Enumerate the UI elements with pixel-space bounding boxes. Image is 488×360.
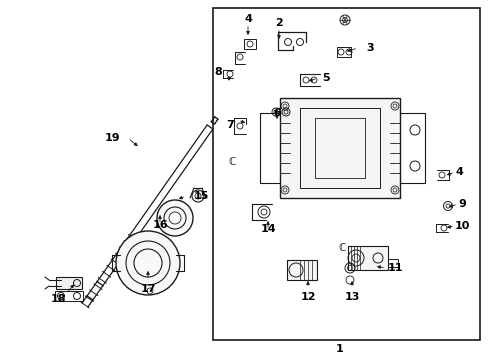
Text: 6: 6 — [272, 108, 281, 118]
Bar — [387, 259, 397, 267]
Circle shape — [157, 200, 193, 236]
Text: 16: 16 — [152, 220, 167, 230]
Text: 2: 2 — [275, 18, 282, 28]
Text: 7: 7 — [225, 120, 233, 130]
Bar — [280, 98, 399, 198]
Bar — [286, 260, 316, 280]
Text: 18: 18 — [50, 294, 65, 304]
Bar — [347, 246, 387, 270]
Text: 19: 19 — [104, 133, 120, 143]
Text: 13: 13 — [344, 292, 359, 302]
Text: 3: 3 — [365, 43, 373, 53]
Text: 4: 4 — [454, 167, 462, 177]
Circle shape — [116, 231, 180, 295]
Text: 14: 14 — [260, 224, 275, 234]
Bar — [299, 108, 379, 188]
Text: 9: 9 — [457, 199, 465, 209]
Text: 5: 5 — [321, 73, 329, 83]
Text: 11: 11 — [387, 263, 403, 273]
Text: ℂ: ℂ — [337, 243, 345, 253]
Bar — [56, 277, 82, 289]
Text: 15: 15 — [194, 191, 209, 201]
Text: 12: 12 — [300, 292, 315, 302]
Text: 4: 4 — [244, 14, 251, 24]
Text: ℂ: ℂ — [228, 157, 235, 167]
Bar — [314, 118, 364, 178]
Text: 17: 17 — [140, 284, 156, 294]
Text: 10: 10 — [454, 221, 469, 231]
Text: 8: 8 — [214, 67, 222, 77]
Bar — [244, 39, 256, 49]
Bar — [55, 291, 83, 301]
Text: 1: 1 — [335, 344, 343, 354]
Bar — [336, 47, 350, 57]
Bar — [213, 8, 479, 340]
